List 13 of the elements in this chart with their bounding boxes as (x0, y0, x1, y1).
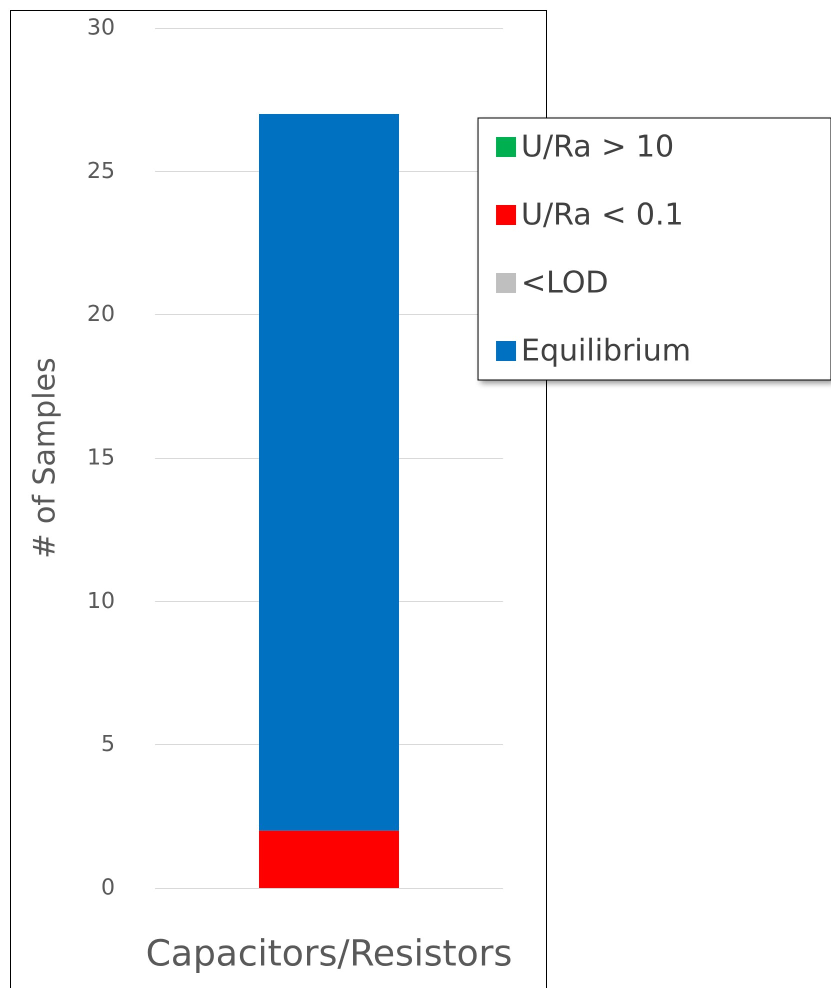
y-tick-label: 25 (87, 158, 115, 184)
x-tick-label: Capacitors/Resistors (146, 934, 512, 974)
y-tick-label: 0 (101, 876, 115, 900)
legend-label: U/Ra < 0.1 (521, 198, 684, 232)
y-tick-label: 30 (87, 16, 115, 40)
y-tick-label: 10 (87, 588, 115, 614)
y-axis-title: # of Samples (28, 357, 62, 559)
y-tick-label: 20 (87, 302, 115, 328)
legend-label: Equilibrium (521, 334, 692, 368)
legend-label: <LOD (521, 266, 609, 300)
y-tick-label: 5 (101, 732, 115, 758)
legend-label: U/Ra > 10 (521, 130, 674, 164)
y-tick-label: 15 (87, 446, 115, 470)
